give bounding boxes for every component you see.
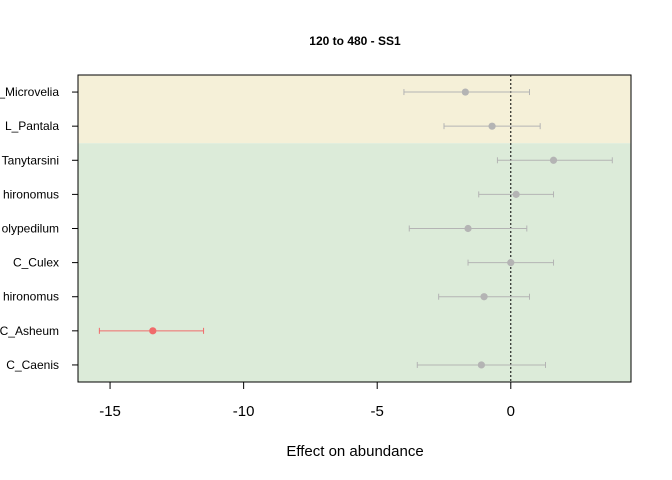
row-2: Tanytarsini [2,153,613,167]
row-7: C_Asheum [0,324,205,338]
estimate-point [488,122,496,130]
estimate-point [507,259,515,267]
row-band-0 [78,75,631,144]
row-3: hironomus [3,187,555,201]
row-label: Tanytarsini [2,153,59,167]
row-label: hironomus [3,187,59,201]
row-4: olypedilum [2,222,528,236]
row-label: C_Caenis [6,358,59,372]
row-label: _Microvelia [0,85,59,99]
x-axis-label: Effect on abundance [286,443,423,460]
row-8: C_Caenis [6,358,547,372]
row-bands [78,75,631,382]
row-5: C_Culex [13,256,555,270]
estimate-point [477,361,485,369]
row-label: C_Asheum [0,324,59,338]
estimate-point [512,190,520,198]
estimate-point [149,327,157,335]
row-label: hironomus [3,290,59,304]
x-tick-label: -5 [371,403,384,420]
row-1: L_Pantala [5,119,541,133]
estimate-point [480,293,488,301]
x-axis: -15 -10 -5 0 [99,381,515,420]
row-label: C_Culex [13,256,59,270]
chart-title: 120 to 480 - SS1 [309,34,401,48]
estimate-point [464,224,472,233]
x-tick-label: 0 [507,403,515,420]
row-label: olypedilum [2,222,59,236]
estimate-point [461,88,469,96]
row-6: hironomus [3,290,530,304]
x-tick-label: -10 [233,403,255,420]
row-label: L_Pantala [5,119,59,133]
row-0: _Microvelia [0,85,530,99]
x-tick-label: -15 [99,403,121,420]
estimate-rows: _Microvelia L_Pantala Tanytarsini hironomus… [0,85,613,372]
estimate-point [549,156,558,164]
